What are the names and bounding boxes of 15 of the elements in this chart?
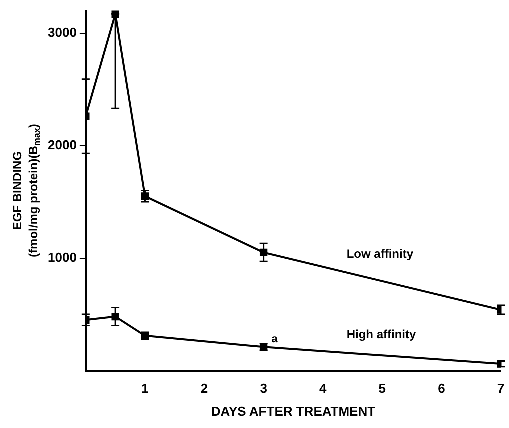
- x-tick-label: 1: [142, 381, 149, 396]
- x-tick-label: 4: [319, 381, 328, 396]
- y-tick-label: 2000: [48, 137, 77, 152]
- x-axis-title: DAYS AFTER TREATMENT: [211, 404, 376, 419]
- x-tick-label: 5: [378, 381, 386, 396]
- y-tick-label: 1000: [48, 250, 77, 265]
- series-label: High affinity: [346, 327, 416, 342]
- y-tick-label: 3000: [48, 24, 77, 40]
- y-axis-title: EGF BINDING (fmol/mg protein)(Bmax): [10, 124, 42, 258]
- x-tick-label: 6: [438, 381, 446, 396]
- annotation: a: [272, 334, 279, 346]
- x-tick-label: 2: [200, 381, 208, 396]
- series-label: Low affinity: [346, 247, 414, 262]
- x-tick-label: 3: [260, 381, 268, 396]
- x-tick-label: 7: [497, 381, 505, 396]
